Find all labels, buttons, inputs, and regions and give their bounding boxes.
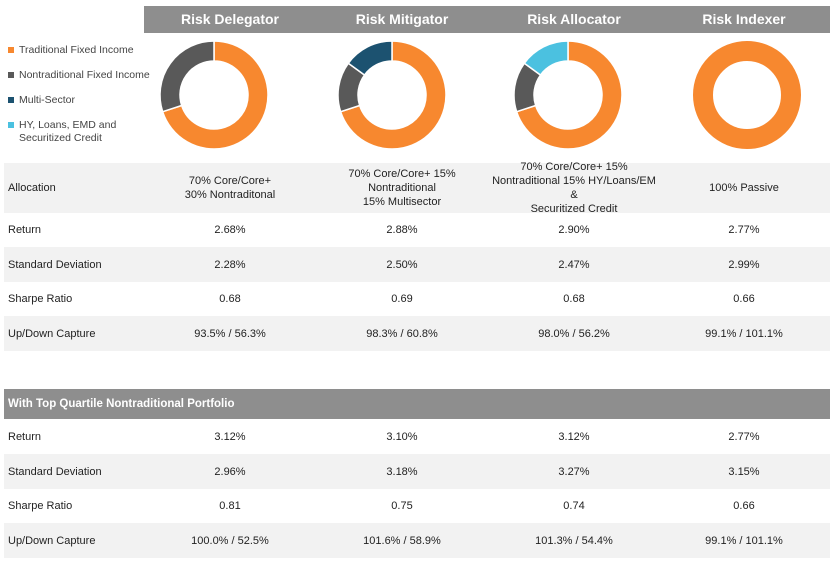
legend-swatch [8,72,14,78]
cell-risk-indexer: 2.77% [728,431,760,443]
legend-label: Traditional Fixed Income [19,44,134,56]
legend-swatch [8,122,14,128]
row-label: Return [8,224,42,236]
cell-risk-delegator: 2.68% [214,224,246,236]
legend-label: HY, Loans, EMD and Securitized Credit [19,119,117,144]
cell-risk-indexer: 99.1% / 101.1% [705,534,783,547]
table-row-return: Return 3.12% 3.10% 3.12% 2.77% [4,420,830,454]
donut-chart-risk-mitigator [337,40,447,150]
cell-risk-allocator: 0.68 [563,293,585,305]
donut-slice-traditional-fixed-income [693,41,801,149]
cell-risk-allocator: 2.47% [558,258,590,271]
column-header-bar: Risk Delegator Risk Mitigator Risk Alloc… [144,6,830,33]
cell-risk-allocator: 101.3% / 54.4% [535,534,613,547]
legend-label: Multi-Sector [19,94,76,106]
table-row-sharpe-ratio: Sharpe Ratio 0.81 0.75 0.74 0.66 [4,489,830,523]
row-label: Up/Down Capture [8,327,96,340]
cell-risk-allocator: 0.74 [563,500,585,512]
donut-chart-risk-delegator [159,40,269,150]
legend-item: HY, Loans, EMD and Securitized Credit [8,119,158,145]
cell-risk-mitigator: 0.75 [391,500,413,512]
table-row-sharpe-ratio: Sharpe Ratio 0.68 0.69 0.68 0.66 [4,282,830,316]
cell-risk-allocator: 3.12% [558,431,590,443]
cell-risk-delegator: 70% Core/Core+ 30% Nontraditonal [184,175,276,201]
row-label: Standard Deviation [8,258,102,271]
cell-risk-indexer: 3.15% [728,465,760,478]
cell-risk-delegator: 3.12% [214,431,246,443]
legend-swatch [8,47,14,53]
cell-risk-indexer: 99.1% / 101.1% [705,327,783,340]
legend-item: Multi-Sector [8,94,158,107]
cell-risk-allocator: 98.0% / 56.2% [538,327,610,340]
donut-slice-traditional-fixed-income [339,40,447,150]
section-header: With Top Quartile Nontraditional Portfol… [4,389,830,419]
cell-risk-allocator: 70% Core/Core+ 15% Nontraditional 15% HY… [492,161,656,215]
table-row-up-down-capture: Up/Down Capture 100.0% / 52.5% 101.6% / … [4,523,830,558]
donut-slice-multi-sector [347,40,393,77]
legend-label: Nontraditional Fixed Income [19,69,150,81]
cell-risk-mitigator: 2.88% [386,224,418,236]
cell-risk-indexer: 0.66 [733,500,755,512]
column-header-risk-delegator: Risk Delegator [180,11,280,27]
cell-risk-allocator: 3.27% [558,465,590,478]
cell-risk-delegator: 0.81 [219,500,241,512]
cell-risk-mitigator: 0.69 [391,293,413,305]
cell-risk-mitigator: 2.50% [386,258,418,271]
table-row-up-down-capture: Up/Down Capture 93.5% / 56.3% 98.3% / 60… [4,316,830,351]
column-header-risk-indexer: Risk Indexer [702,11,786,27]
cell-risk-delegator: 93.5% / 56.3% [194,327,266,340]
row-label: Return [8,431,42,443]
cell-risk-mitigator: 101.6% / 58.9% [363,534,441,547]
legend-item: Traditional Fixed Income [8,44,158,57]
donut-slice-nontraditional-fixed-income [159,40,215,113]
cell-risk-indexer: 0.66 [733,293,755,305]
cell-risk-indexer: 2.99% [728,258,760,271]
cell-risk-mitigator: 70% Core/Core+ 15% Nontraditional 15% Mu… [348,168,456,208]
cell-risk-delegator: 2.28% [214,258,246,271]
row-label: Up/Down Capture [8,534,96,547]
cell-risk-mitigator: 98.3% / 60.8% [366,327,438,340]
cell-risk-indexer: 100% Passive [709,182,779,194]
donut-chart-risk-allocator [513,40,623,150]
cell-risk-delegator: 2.96% [214,465,246,478]
row-label: Sharpe Ratio [8,293,73,305]
donut-chart-risk-indexer [693,41,801,149]
legend-item: Nontraditional Fixed Income [8,69,158,82]
column-header-risk-mitigator: Risk Mitigator [355,11,449,27]
table-row-allocation: Allocation 70% Core/Core+ 30% Nontradito… [4,161,830,215]
table-row-standard-deviation: Standard Deviation 2.28% 2.50% 2.47% 2.9… [4,247,830,282]
cell-risk-delegator: 100.0% / 52.5% [191,534,269,547]
section-title: With Top Quartile Nontraditional Portfol… [8,398,235,410]
cell-risk-mitigator: 3.10% [386,431,418,443]
legend-swatch [8,97,14,103]
row-label: Standard Deviation [8,465,102,478]
cell-risk-indexer: 2.77% [728,224,760,236]
table-row-return: Return 2.68% 2.88% 2.90% 2.77% [4,213,830,247]
donut-slice-traditional-fixed-income [161,40,269,150]
row-label: Allocation [8,182,56,194]
cell-risk-mitigator: 3.18% [386,465,418,478]
donut-slice-hy-loans-emd-and-securitized-credit [523,40,569,77]
table-row-standard-deviation: Standard Deviation 2.96% 3.18% 3.27% 3.1… [4,454,830,489]
cell-risk-delegator: 0.68 [219,293,241,305]
chart-legend: Traditional Fixed Income Nontraditional … [8,44,158,145]
column-header-risk-allocator: Risk Allocator [527,11,621,27]
donut-slice-traditional-fixed-income [515,40,623,150]
row-label: Sharpe Ratio [8,500,73,512]
cell-risk-allocator: 2.90% [558,224,590,236]
